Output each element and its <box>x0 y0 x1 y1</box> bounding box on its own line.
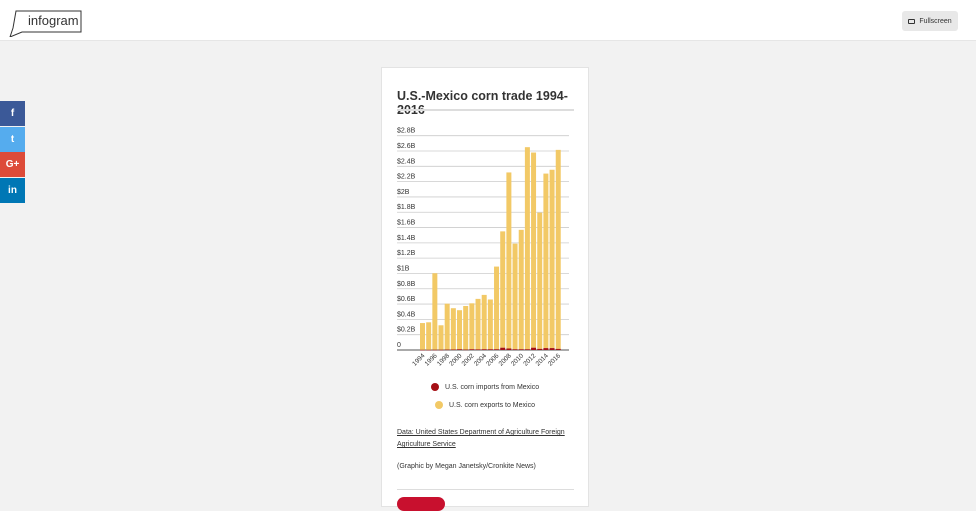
bar-exports-2011 <box>524 147 530 350</box>
bar-exports-2006 <box>494 266 500 350</box>
y-tick-label: $2.6B <box>397 143 416 150</box>
bar-exports-2004 <box>481 294 487 350</box>
y-tick-label: $0.6B <box>397 296 416 303</box>
credit-text: (Graphic by Megan Janetsky/Cronkite News… <box>397 463 536 470</box>
infographic-card: U.S.-Mexico corn trade 1994-2016 0 $0.2B $… <box>381 67 589 511</box>
title-divider <box>397 109 574 111</box>
bar-imports-2001 <box>463 349 469 351</box>
y-tick-label: 0 <box>397 342 401 349</box>
bar-imports-2007 <box>500 347 506 350</box>
x-tick-label: 2004 <box>473 352 488 367</box>
logo-text: infogram <box>28 13 79 28</box>
y-tick-label: $1B <box>397 265 410 272</box>
bar-exports-2013 <box>537 212 543 349</box>
y-tick-label: $1.2B <box>397 250 416 257</box>
bar-exports-1998 <box>444 303 450 350</box>
legend-dot-icon <box>435 401 443 409</box>
legend-label: U.S. corn exports to Mexico <box>449 401 535 409</box>
bar-exports-1994 <box>420 323 425 350</box>
bar-exports-2015 <box>549 169 555 349</box>
x-tick-label: 1994 <box>411 352 426 367</box>
google-plus-share-button[interactable]: G+ <box>0 152 25 177</box>
facebook-share-button[interactable]: f <box>0 101 25 126</box>
bar-imports-2016 <box>555 348 561 350</box>
bar-imports-2009 <box>512 349 518 350</box>
y-tick-label: $0.8B <box>397 281 416 288</box>
bar-exports-2007 <box>500 231 506 348</box>
bar-imports-2015 <box>549 348 555 350</box>
footer-divider <box>397 489 574 490</box>
bar-imports-2013 <box>537 348 543 350</box>
bar-exports-1997 <box>438 325 444 350</box>
bar-exports-2012 <box>531 152 537 348</box>
bar-imports-1999 <box>450 349 456 351</box>
x-tick-label: 2014 <box>535 352 550 367</box>
bar-imports-2012 <box>531 347 537 350</box>
bar-exports-2000 <box>457 310 463 350</box>
bar-imports-1997 <box>438 349 444 351</box>
bar-imports-1996 <box>432 349 438 351</box>
bar-imports-2005 <box>487 349 493 350</box>
legend-label: U.S. corn imports from Mexico <box>445 383 540 391</box>
bar-imports-2004 <box>481 349 487 350</box>
y-tick-label: $0.2B <box>397 327 416 334</box>
bar-imports-2006 <box>494 349 500 350</box>
x-tick-label: 2012 <box>522 352 537 367</box>
bar-imports-2003 <box>475 349 481 350</box>
y-tick-label: $2B <box>397 189 410 196</box>
y-tick-label: $1.4B <box>397 235 416 242</box>
y-tick-label: $1.8B <box>397 204 416 211</box>
logo-speech-bubble-icon <box>9 10 82 37</box>
legend-dot-icon <box>431 383 439 391</box>
bar-exports-2010 <box>518 229 524 350</box>
legend-item-exports[interactable]: U.S. corn exports to Mexico <box>435 401 535 409</box>
header: infogram Fullscreen <box>0 0 976 41</box>
x-tick-label: 1998 <box>436 352 451 367</box>
linkedin-share-button[interactable]: in <box>0 177 25 203</box>
bar-imports-2008 <box>506 348 512 350</box>
bar-imports-1998 <box>444 349 450 351</box>
bar-exports-2009 <box>512 243 518 350</box>
legend-item-imports[interactable]: U.S. corn imports from Mexico <box>431 383 539 391</box>
x-tick-label: 2006 <box>485 352 500 367</box>
bar-exports-1995 <box>426 322 432 350</box>
y-tick-label: $1.6B <box>397 220 416 227</box>
bar-chart: 0 $0.2B $0.4B $0.6B $0.8B $1B $1.2B $1.4B $1.6B $… <box>397 128 569 368</box>
x-tick-label: 2002 <box>461 352 476 367</box>
monitor-icon <box>908 18 916 24</box>
source-link[interactable]: Data: United States Department of Agricu… <box>397 429 565 448</box>
bar-imports-2011 <box>524 349 530 350</box>
chart-title: U.S.-Mexico corn trade 1994-2016 <box>397 89 568 117</box>
bar-imports-1994 <box>420 349 425 351</box>
bar-exports-2001 <box>463 305 469 350</box>
y-tick-label: $2.4B <box>397 158 416 165</box>
x-tick-label: 1996 <box>424 352 439 367</box>
twitter-share-button[interactable]: t <box>0 126 25 152</box>
bar-imports-2010 <box>518 349 524 350</box>
bar-exports-2008 <box>506 172 512 349</box>
x-tick-label: 2010 <box>510 352 525 367</box>
x-tick-label: 2008 <box>498 352 513 367</box>
bar-exports-2002 <box>469 303 475 350</box>
bar-imports-2002 <box>469 349 475 350</box>
bar-exports-2014 <box>543 173 549 349</box>
share-button[interactable] <box>397 497 445 511</box>
bar-imports-2014 <box>543 348 549 350</box>
bar-exports-2016 <box>555 149 561 349</box>
bar-imports-1995 <box>426 349 432 351</box>
x-tick-label: 2016 <box>547 352 562 367</box>
infogram-logo[interactable]: infogram <box>8 10 82 37</box>
bar-imports-2000 <box>457 349 463 350</box>
bar-exports-1996 <box>432 273 438 350</box>
y-tick-label: $2.8B <box>397 128 416 135</box>
bar-exports-1999 <box>450 308 456 350</box>
y-tick-label: $0.4B <box>397 311 416 318</box>
fullscreen-button[interactable]: Fullscreen <box>902 11 958 31</box>
x-tick-label: 2000 <box>448 352 463 367</box>
bar-exports-2005 <box>487 299 493 350</box>
bar-exports-2003 <box>475 298 481 350</box>
y-tick-label: $2.2B <box>397 174 416 181</box>
fullscreen-label: Fullscreen <box>919 17 952 25</box>
